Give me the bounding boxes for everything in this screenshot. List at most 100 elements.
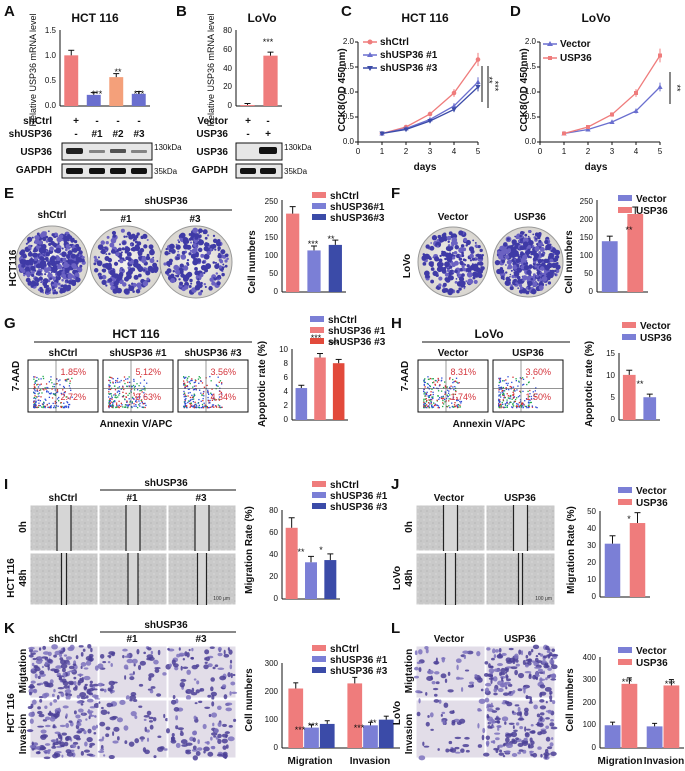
flow-event [505, 402, 508, 404]
flow-event [110, 393, 112, 395]
stained-cell [222, 723, 227, 727]
flow-event [498, 394, 500, 396]
flow-event [197, 378, 200, 380]
flow-event [117, 406, 119, 408]
colony-dot [112, 234, 117, 238]
flow-event [145, 404, 147, 407]
flow-event [186, 385, 189, 387]
stained-cell [205, 656, 210, 662]
stained-cell [225, 702, 233, 706]
stained-cell [100, 748, 105, 751]
flow-event [111, 398, 113, 400]
colony-dot [186, 262, 189, 265]
colony-dot [61, 288, 67, 293]
flow-event [142, 402, 145, 405]
flow-event [142, 406, 144, 408]
stained-cell [61, 668, 66, 673]
colony-dot [48, 291, 51, 295]
stained-cell [482, 727, 486, 734]
flow-event [195, 403, 197, 405]
stained-cell [58, 676, 63, 681]
stained-cell [500, 667, 506, 674]
flow-event [48, 406, 51, 409]
stained-cell [504, 700, 510, 704]
flow-event [429, 385, 432, 388]
c-sig: ** [484, 76, 494, 84]
flow-event [498, 395, 500, 397]
flow-event [424, 398, 426, 400]
colony-dot [452, 252, 454, 254]
stained-cell [41, 665, 44, 669]
stained-cell [229, 691, 232, 696]
flow-event [200, 406, 203, 409]
stained-cell [80, 751, 84, 756]
flow-event [535, 406, 537, 408]
stained-cell [131, 658, 138, 664]
flow-event [189, 382, 191, 385]
colony-dot [461, 265, 465, 269]
flow-event [67, 406, 70, 408]
colony-dot [458, 287, 462, 291]
colony-dot [223, 266, 225, 268]
flow-event [53, 405, 56, 407]
stained-cell [61, 678, 67, 683]
stained-cell [501, 716, 509, 722]
colony-dot [526, 269, 532, 276]
stained-cell [496, 725, 502, 728]
flow-event [513, 400, 516, 403]
flow-event [35, 401, 37, 403]
flow-event [218, 396, 221, 398]
flow-event [34, 381, 36, 383]
flow-event [502, 386, 505, 389]
stained-cell [545, 677, 548, 681]
flow-event [194, 401, 196, 403]
colony-dot [513, 270, 520, 277]
flow-event [221, 406, 223, 408]
stained-cell [515, 722, 520, 726]
colony-dot [168, 252, 171, 255]
stained-cell [478, 698, 486, 704]
colony-dot [518, 283, 523, 288]
colony-dot [444, 277, 449, 282]
flow-event [218, 399, 221, 401]
flow-event [430, 398, 432, 401]
g-legend-label: shUSP36 #3 [328, 337, 386, 348]
colony-dot [42, 281, 48, 287]
colony-dot [464, 263, 467, 266]
flow-event [427, 405, 430, 407]
flow-event [536, 393, 538, 395]
stained-cell [547, 667, 552, 671]
j-legend-label: Vector [636, 486, 667, 497]
flow-event [198, 404, 200, 407]
flow-event [455, 377, 458, 379]
flow-event [34, 405, 37, 407]
colony-dot [463, 237, 468, 242]
k-row-label: Migtation [18, 649, 29, 693]
stained-cell [46, 682, 54, 688]
colony-dot [188, 252, 192, 256]
flow-event [518, 401, 521, 404]
stained-cell [521, 741, 529, 746]
flow-event [209, 375, 211, 378]
flow-event [207, 396, 209, 399]
colony-dot [461, 251, 464, 255]
flow-event [425, 404, 428, 406]
colony-dot [110, 249, 116, 254]
flow-event [459, 406, 462, 408]
d-ylabel: CCK8(OD 450nm) [519, 48, 530, 131]
colony-dot [462, 267, 467, 272]
flow-event [55, 401, 58, 404]
a-ytick: 0.0 [45, 101, 57, 110]
flow-event [110, 397, 112, 400]
flow-event [127, 394, 129, 396]
colony-dot [505, 254, 510, 259]
e-colony-dishes [15, 225, 233, 299]
flow-event [512, 397, 515, 399]
colony-dot [138, 268, 143, 273]
d-xtick: 4 [634, 147, 639, 156]
flow-event [185, 385, 188, 387]
colony-dot [128, 284, 131, 287]
stained-cell [464, 736, 470, 740]
stained-cell [106, 702, 113, 708]
colony-dot [547, 271, 552, 276]
